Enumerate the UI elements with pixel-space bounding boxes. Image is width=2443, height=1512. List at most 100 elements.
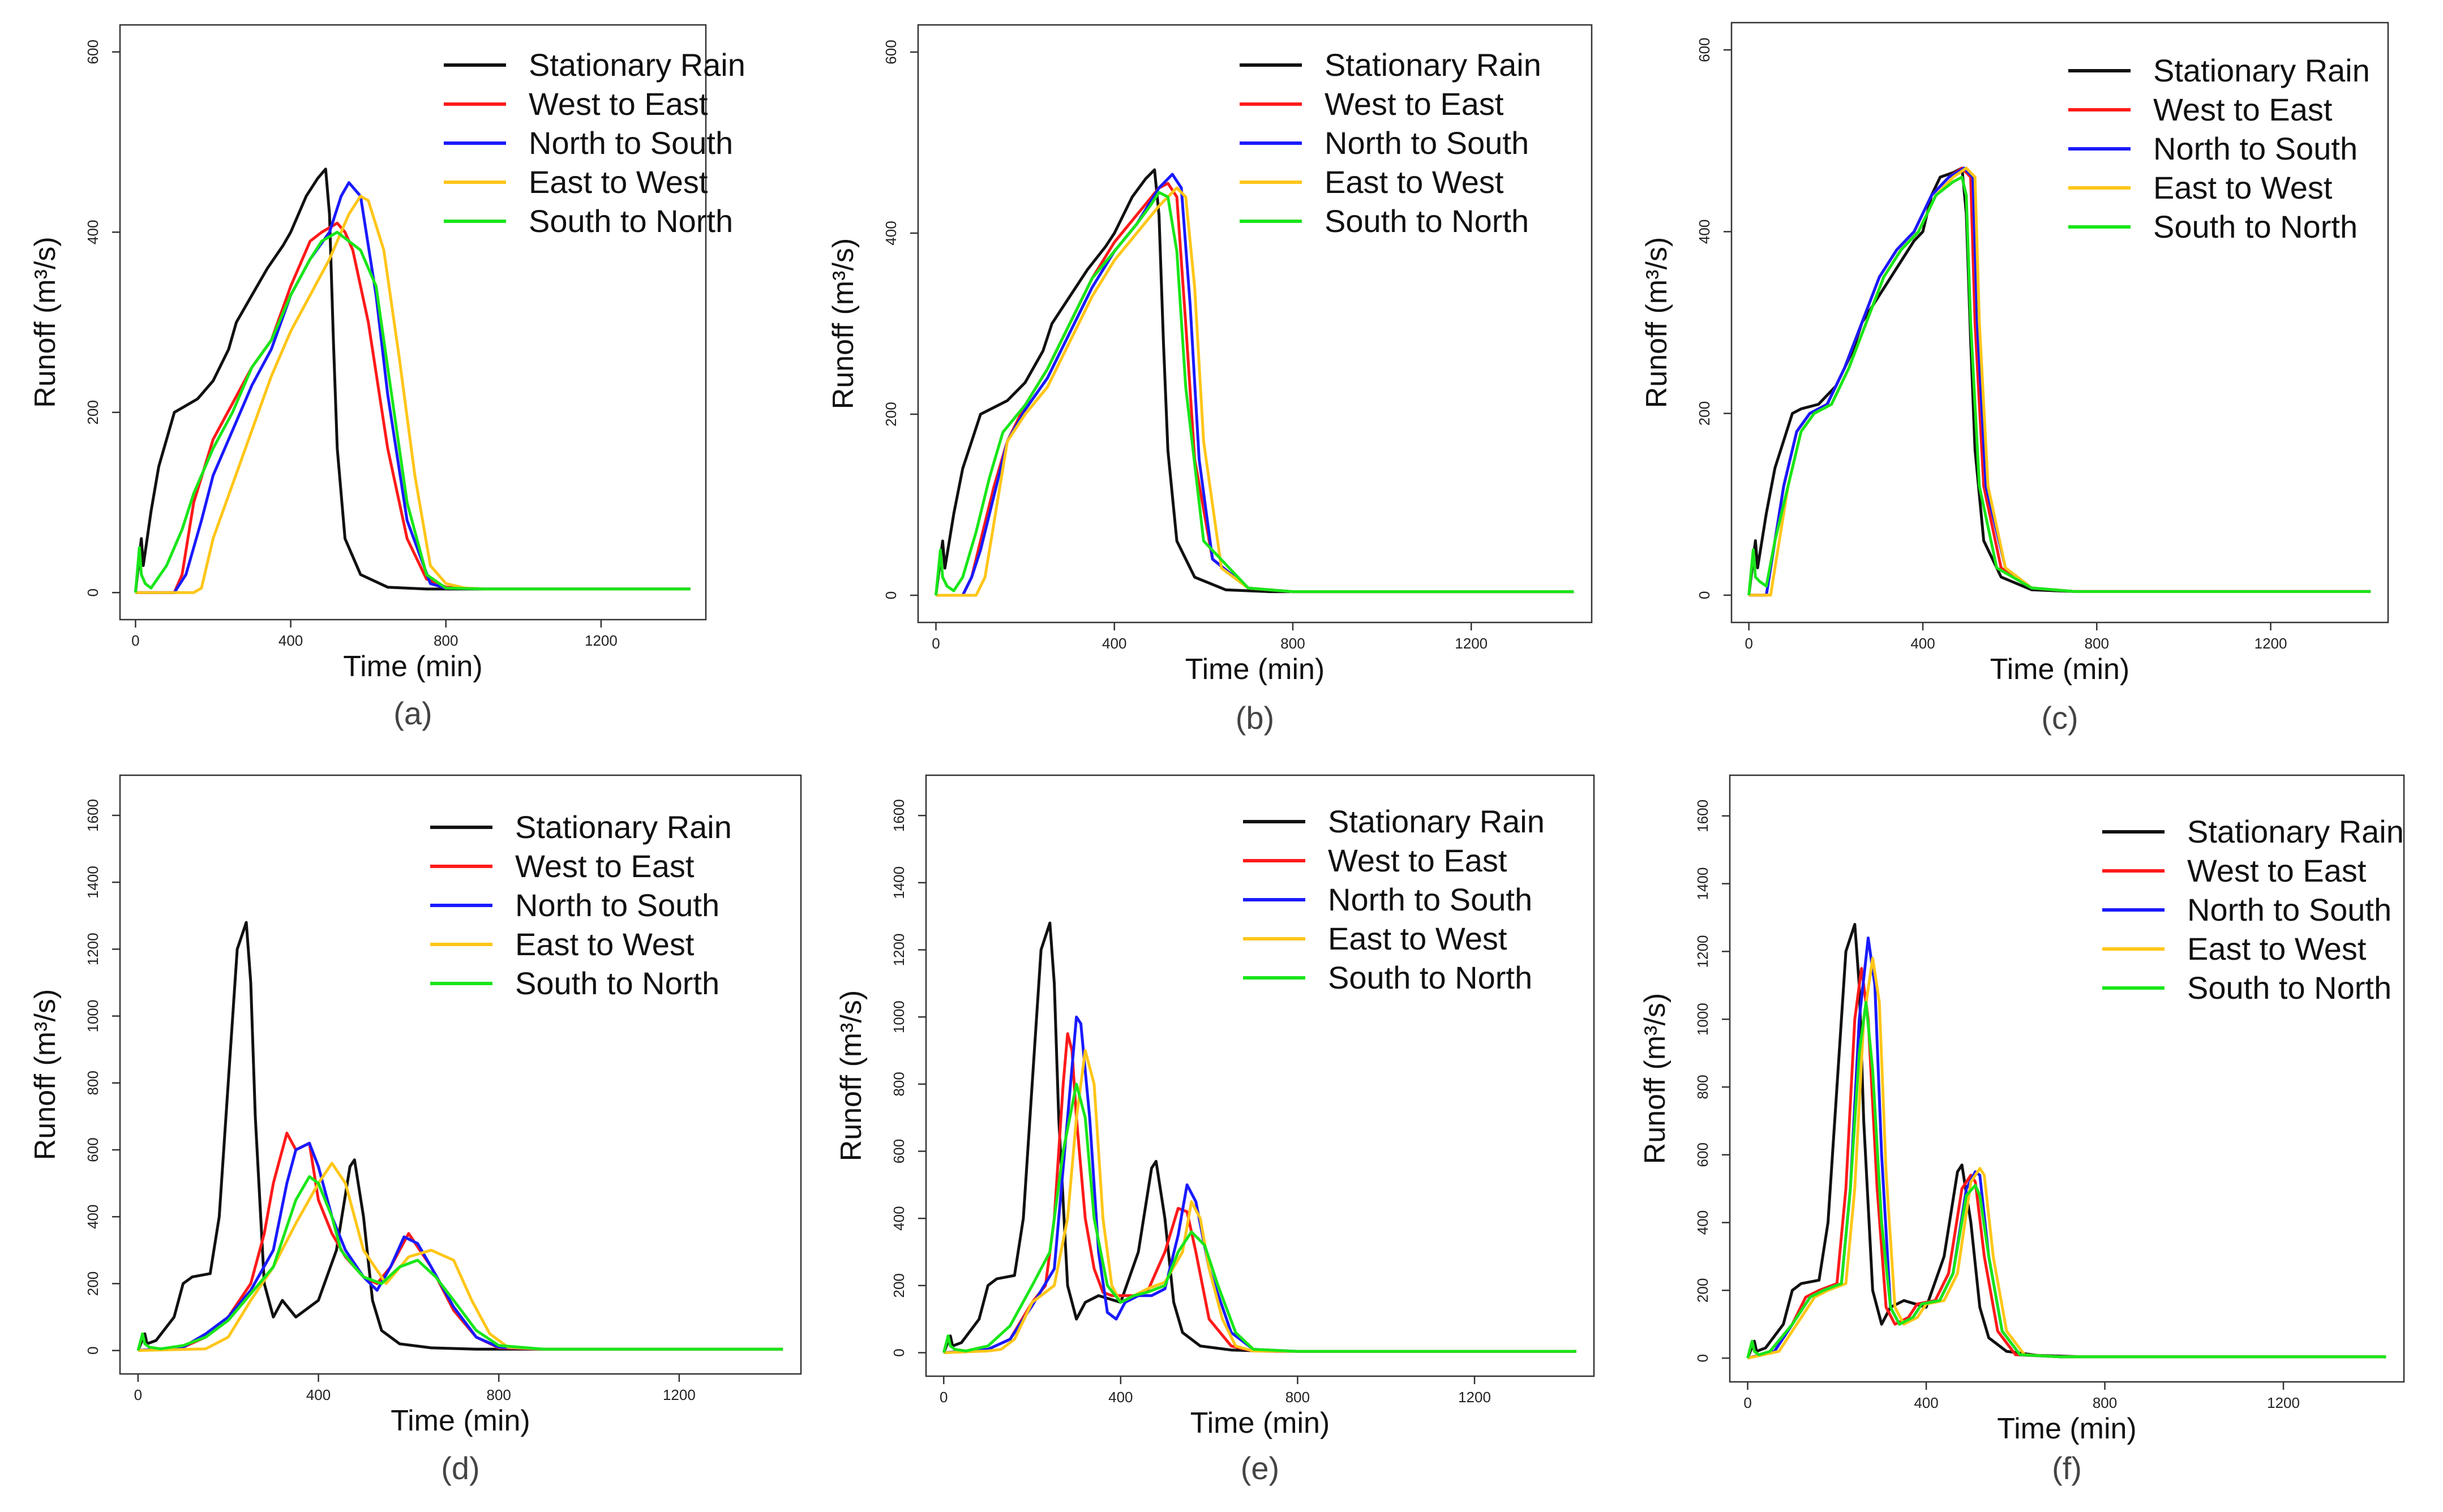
series-line-east-to-west	[944, 1049, 1576, 1354]
series-line-north-to-south	[944, 1015, 1576, 1354]
x-tick-label: 400	[306, 1386, 331, 1403]
y-tick-label: 200	[1696, 401, 1713, 426]
chart-panel-c: 0 400 800 1200 0 200 400 600 Time (min) Runoff (m…	[1640, 22, 2389, 736]
chart-panel-e: 0 400 800 1200 0 200 400 600 800 1000 1200 1400 1600…	[835, 774, 1595, 1486]
plot-frame	[119, 774, 802, 1375]
y-tick-label: 400	[84, 220, 101, 244]
series-line-stationary-rain	[134, 167, 691, 593]
legend-label: Stationary Rain	[529, 47, 745, 83]
x-tick-label: 800	[1285, 1389, 1310, 1406]
legend-label: Stationary Rain	[1328, 804, 1545, 839]
y-tick-label: 200	[890, 1273, 907, 1298]
x-tick-label: 800	[2093, 1394, 2117, 1411]
y-tick-label: 400	[84, 1205, 101, 1229]
y-tick-label: 200	[1694, 1278, 1711, 1303]
legend-label: North to South	[2187, 892, 2391, 927]
y-tick-label: 400	[1696, 220, 1713, 244]
y-tick-label: 800	[1694, 1075, 1711, 1099]
legend-label: West to East	[1325, 86, 1504, 122]
x-tick-label: 0	[1745, 635, 1752, 652]
legend-label: East to West	[2153, 170, 2333, 205]
x-tick-label: 800	[434, 632, 458, 649]
legend-label: North to South	[2153, 131, 2358, 166]
plot-frame	[1729, 774, 2405, 1383]
y-tick-label: 1000	[1694, 1003, 1711, 1036]
y-tick-label: 0	[84, 589, 101, 596]
series-line-stationary-rain	[942, 921, 1576, 1354]
legend-label: Stationary Rain	[515, 809, 732, 845]
y-tick-label: 400	[890, 1206, 907, 1230]
y-tick-label: 1400	[84, 866, 101, 899]
y-tick-label: 400	[1694, 1210, 1711, 1235]
y-tick-label: 0	[1696, 591, 1713, 599]
x-tick-label: 1200	[663, 1386, 696, 1403]
chart-panel-d: 0 400 800 1200 0 200 400 600 800 1000 1200 1400 1600…	[29, 774, 802, 1486]
x-tick-label: 400	[1102, 635, 1126, 652]
legend-label: South to North	[515, 965, 719, 1001]
panel-label: (b)	[1236, 700, 1274, 736]
x-tick-label: 0	[1743, 1394, 1751, 1411]
y-tick-label: 1200	[84, 933, 101, 965]
series-line-stationary-rain	[1746, 923, 2386, 1359]
y-tick-label: 1200	[1694, 935, 1711, 968]
y-axis-title: Runoff (m³/s)	[835, 990, 868, 1161]
x-tick-label: 0	[940, 1389, 948, 1406]
series-line-east-to-west	[135, 195, 691, 594]
legend-label: South to North	[529, 203, 733, 239]
x-axis-title: Time (min)	[391, 1404, 530, 1437]
series-line-east-to-west	[1747, 956, 2386, 1360]
x-axis-title: Time (min)	[1997, 1412, 2137, 1445]
x-tick-label: 400	[1108, 1389, 1133, 1406]
x-tick-label: 1200	[2255, 635, 2287, 652]
y-tick-label: 800	[890, 1072, 907, 1096]
legend-label: East to West	[1328, 921, 1507, 956]
plot-frame	[1730, 22, 2389, 624]
series-line-west-to-east	[138, 1131, 783, 1352]
y-tick-label: 1600	[1694, 800, 1711, 832]
series-line-west-to-east	[1747, 967, 2386, 1360]
series-line-stationary-rain	[136, 921, 783, 1351]
legend-label: North to South	[529, 125, 733, 161]
x-tick-label: 400	[278, 632, 303, 649]
legend-label: West to East	[2153, 92, 2333, 127]
y-tick-label: 0	[890, 1348, 907, 1356]
y-axis-title: Runoff (m³/s)	[1639, 993, 1671, 1164]
legend-label: East to West	[529, 164, 708, 200]
y-tick-label: 1600	[84, 799, 101, 832]
x-tick-label: 1200	[585, 632, 618, 649]
series-line-south-to-north	[1747, 175, 2371, 596]
legend-label: West to East	[529, 86, 708, 122]
y-tick-label: 200	[84, 400, 101, 424]
y-tick-label: 200	[84, 1272, 101, 1296]
legend-label: East to West	[515, 926, 695, 962]
x-axis-title: Time (min)	[1190, 1407, 1330, 1440]
y-axis-title: Runoff (m³/s)	[1640, 237, 1673, 408]
plot-frame	[925, 774, 1595, 1377]
chart-panel-a: 0 400 800 1200 0 200 400 600 Time (min) Runoff (m…	[29, 24, 745, 731]
y-tick-label: 400	[882, 221, 899, 245]
series-line-east-to-west	[936, 186, 1574, 597]
legend-label: South to North	[2187, 970, 2391, 1006]
series-line-south-to-north	[134, 230, 691, 593]
legend-label: Stationary Rain	[1325, 47, 1541, 83]
y-tick-label: 600	[882, 40, 899, 64]
x-axis-title: Time (min)	[343, 650, 483, 683]
legend-label: West to East	[1328, 843, 1507, 878]
legend-label: South to North	[1328, 960, 1532, 995]
panel-label: (a)	[393, 695, 432, 731]
series-line-west-to-east	[944, 1032, 1576, 1354]
series-line-south-to-north	[1746, 1000, 2386, 1359]
legend-label: South to North	[1325, 203, 1529, 239]
y-axis-title: Runoff (m³/s)	[827, 238, 860, 409]
y-tick-label: 1400	[890, 866, 907, 899]
series-line-south-to-north	[935, 191, 1574, 596]
x-tick-label: 0	[131, 632, 139, 649]
legend-label: North to South	[1328, 882, 1532, 917]
chart-panel-f: 0 400 800 1200 0 200 400 600 800 1000 1200 1400 1600…	[1639, 774, 2405, 1486]
legend-label: North to South	[1325, 125, 1529, 161]
y-tick-label: 1000	[84, 1000, 101, 1033]
y-tick-label: 1600	[890, 799, 907, 832]
x-tick-label: 0	[134, 1386, 142, 1403]
y-tick-label: 600	[1694, 1142, 1711, 1167]
